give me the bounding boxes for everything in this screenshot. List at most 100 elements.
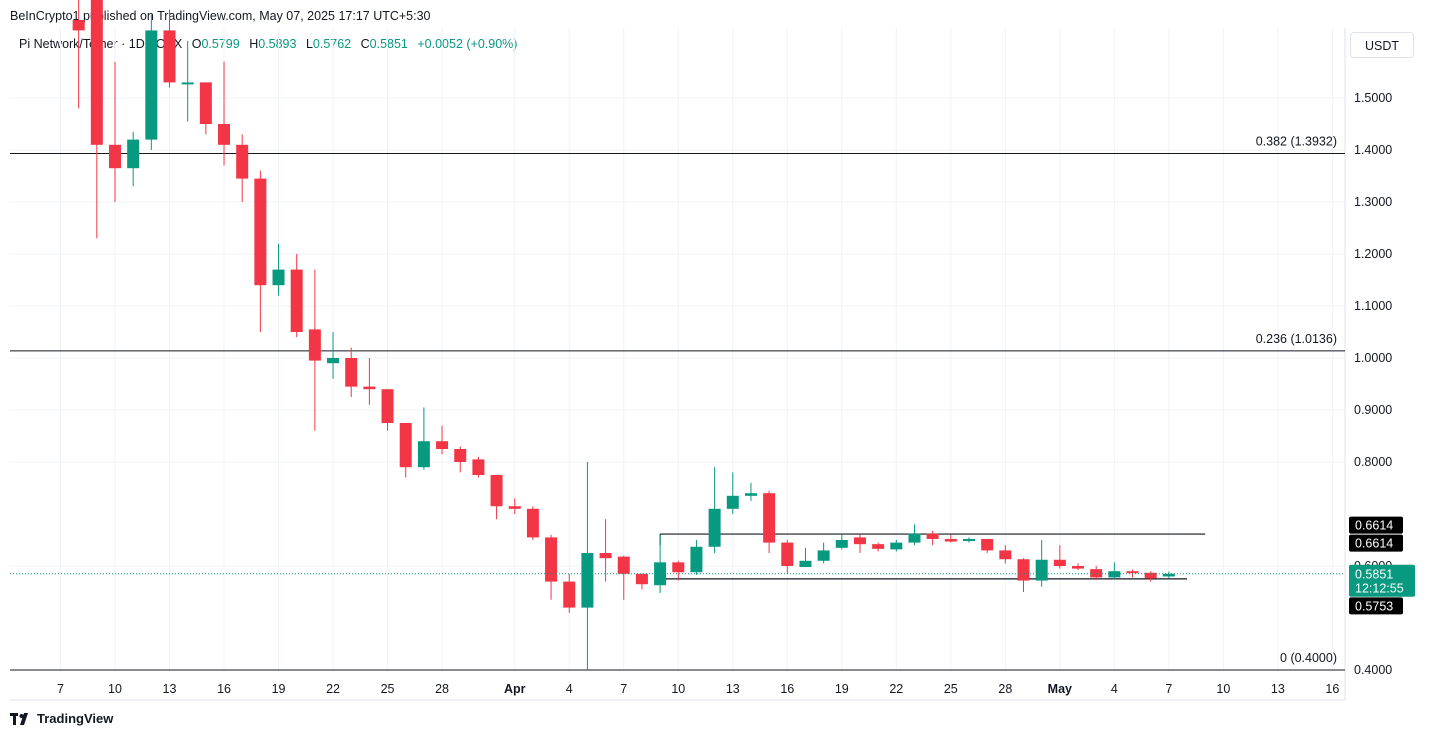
candle-body xyxy=(1072,566,1085,569)
x-tick-label: 28 xyxy=(998,682,1012,696)
candle xyxy=(1053,545,1066,569)
candle xyxy=(345,347,358,397)
high-value: 0.5893 xyxy=(258,37,297,51)
candle-body xyxy=(363,386,376,390)
countdown-timer: 12:12:55 xyxy=(1355,582,1404,596)
candle-body xyxy=(654,562,667,586)
candle-body xyxy=(109,144,121,169)
y-tick-label: 0.8000 xyxy=(1354,455,1392,469)
time-axis[interactable]: 7 10 13 16 19 22 25 28 Apr 4 7 10 13 16 19 22 25 28 May 4 7 1… xyxy=(57,682,1339,696)
x-tick-label: 19 xyxy=(272,682,286,696)
candle xyxy=(145,14,158,150)
x-tick-label: 25 xyxy=(944,682,958,696)
candle xyxy=(1108,562,1121,579)
candle-body xyxy=(1035,559,1048,581)
y-tick-label: 0.9000 xyxy=(1354,403,1392,417)
candle-body xyxy=(817,550,830,561)
x-tick-label: 22 xyxy=(326,682,340,696)
candle-body xyxy=(999,550,1012,560)
x-tick-label: 10 xyxy=(671,682,685,696)
open-label: O xyxy=(191,37,202,51)
candle-body xyxy=(345,358,358,387)
low-value: 0.5762 xyxy=(312,37,352,51)
candle xyxy=(726,472,739,514)
price-tag-text: 0.5753 xyxy=(1355,599,1393,613)
candle-body xyxy=(690,546,703,573)
candle xyxy=(436,425,449,455)
candle-body xyxy=(1144,572,1157,579)
candle xyxy=(690,540,703,575)
x-tick-label: 7 xyxy=(57,682,64,696)
candle-body xyxy=(490,475,503,507)
candle xyxy=(181,40,194,122)
y-tick-label: 1.4000 xyxy=(1354,143,1392,157)
candle xyxy=(563,573,576,613)
candle xyxy=(254,170,267,332)
candle xyxy=(981,538,994,553)
candle-body xyxy=(981,538,994,551)
x-tick-label: May xyxy=(1048,682,1072,696)
candle xyxy=(127,131,140,187)
candle xyxy=(835,534,848,550)
brand-name: TradingView xyxy=(37,711,114,726)
price-tag-bg xyxy=(1349,597,1403,615)
candle-body xyxy=(799,560,812,568)
x-tick-label: 4 xyxy=(566,682,573,696)
y-tick-label: 1.2000 xyxy=(1354,247,1392,261)
candle-body xyxy=(272,269,285,286)
fib-level-label: 0.236 (1.0136) xyxy=(1256,332,1337,346)
x-tick-label: Apr xyxy=(504,682,526,696)
close-value: 0.5851 xyxy=(369,37,408,51)
candle xyxy=(890,540,903,552)
x-tick-label: 7 xyxy=(1165,682,1172,696)
candle-body xyxy=(90,0,103,145)
candle xyxy=(327,332,340,379)
candle xyxy=(454,446,467,473)
candle-body xyxy=(454,449,467,462)
candle xyxy=(672,560,685,581)
x-tick-label: 25 xyxy=(381,682,395,696)
candle-body xyxy=(1162,573,1175,577)
candle xyxy=(581,462,594,670)
fib-level-label: 0 (0.4000) xyxy=(1280,651,1337,665)
candle xyxy=(908,524,921,546)
candle xyxy=(381,389,394,431)
last-price-tag-bg xyxy=(1349,564,1415,597)
candle-body xyxy=(872,544,885,549)
candle-body xyxy=(1108,571,1121,578)
candle-body xyxy=(835,540,848,548)
price-tag: 0.6614 xyxy=(1349,534,1403,552)
fib-level-label: 0.382 (1.3932) xyxy=(1256,135,1337,149)
candle xyxy=(599,519,612,582)
candle-body xyxy=(944,538,957,542)
y-tick-label: 1.1000 xyxy=(1354,299,1392,313)
candle-body xyxy=(763,493,776,543)
candle xyxy=(617,555,630,600)
x-tick-label: 10 xyxy=(108,682,122,696)
candle xyxy=(1072,563,1085,571)
candle-body xyxy=(290,269,303,332)
x-tick-label: 13 xyxy=(163,682,177,696)
candle xyxy=(90,0,103,239)
candle xyxy=(926,530,939,546)
candle xyxy=(763,490,776,553)
candle xyxy=(1144,571,1157,582)
currency-button[interactable]: USDT xyxy=(1350,32,1414,58)
x-tick-label: 28 xyxy=(435,682,449,696)
candle-body xyxy=(181,82,194,85)
candle xyxy=(218,61,231,166)
candle xyxy=(236,134,249,202)
candle xyxy=(853,534,866,553)
candle xyxy=(399,423,412,478)
price-axis[interactable]: 1.5000 1.4000 1.3000 1.2000 1.1000 1.0000 0.90… xyxy=(1354,91,1392,677)
candle-body xyxy=(472,459,485,475)
x-tick-label: 7 xyxy=(620,682,627,696)
candle-body xyxy=(635,573,648,585)
high-label: H xyxy=(249,37,259,51)
candle xyxy=(962,537,975,543)
y-tick-label: 1.5000 xyxy=(1354,91,1392,105)
candle-body xyxy=(72,20,85,31)
x-tick-label: 19 xyxy=(835,682,849,696)
x-tick-label: 13 xyxy=(1271,682,1285,696)
